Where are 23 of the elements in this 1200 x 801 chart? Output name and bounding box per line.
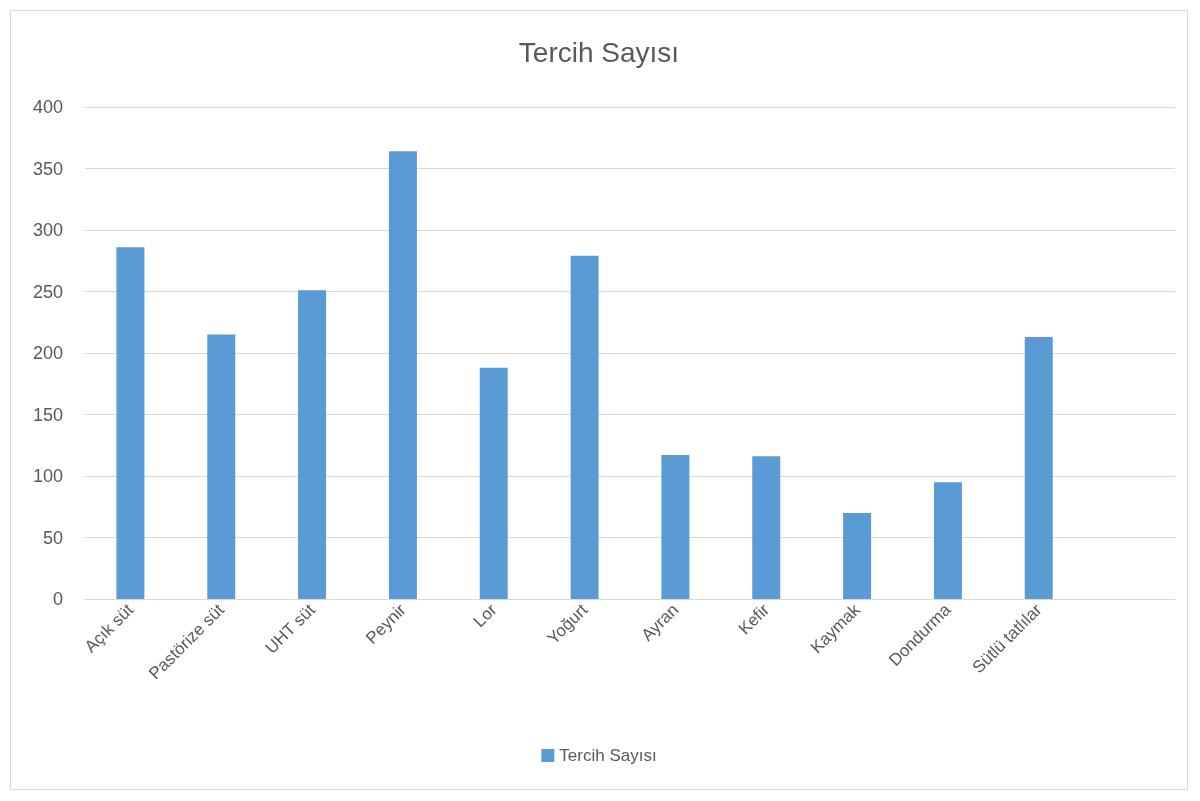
y-tick-label: 250 [32, 281, 63, 302]
bar [388, 151, 417, 599]
bar [570, 255, 599, 599]
x-tick-label: Lor [469, 600, 501, 632]
y-tick-label: 100 [32, 466, 63, 486]
bar [116, 247, 145, 599]
y-tick-label: 350 [32, 158, 63, 179]
legend-label: Tercih Sayısı [559, 746, 657, 765]
bar [933, 482, 962, 599]
bar [1024, 337, 1053, 599]
y-tick-label: 0 [52, 589, 63, 609]
y-tick-label: 50 [42, 527, 63, 548]
bar [479, 367, 508, 599]
y-tick-label: 150 [32, 404, 63, 425]
bar [207, 334, 236, 599]
y-tick-label: 400 [32, 97, 63, 117]
chart-title: Tercih Sayısı [518, 36, 680, 68]
bar [661, 455, 690, 599]
y-tick-label: 200 [32, 343, 63, 363]
bar [752, 456, 781, 599]
bar [843, 512, 872, 599]
y-tick-label: 300 [32, 220, 63, 240]
bar [298, 290, 327, 599]
